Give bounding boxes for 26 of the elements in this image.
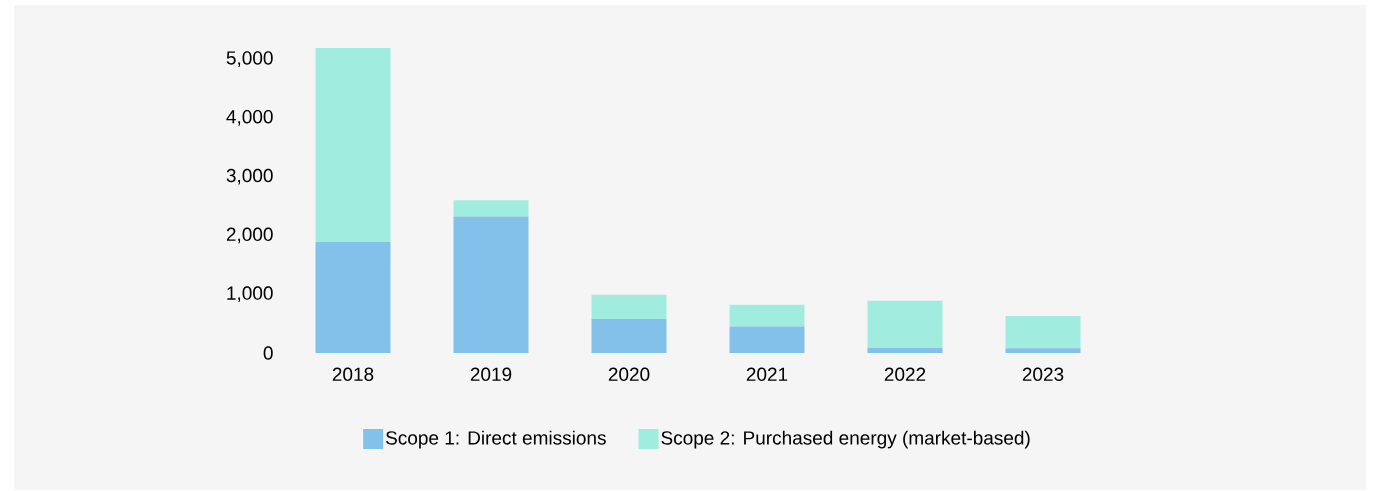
bar <box>867 347 943 353</box>
bar <box>315 47 391 242</box>
y-tick-label: 1,000 <box>227 286 273 303</box>
y-tick-label: 4,000 <box>226 109 273 126</box>
bar <box>453 200 529 217</box>
bar <box>1005 348 1081 353</box>
bar <box>591 318 667 353</box>
bar <box>729 304 805 327</box>
bar <box>315 241 391 353</box>
y-tick-label: 5,000 <box>226 51 273 67</box>
x-tick-label: 2019 <box>470 367 512 381</box>
legend-label: Scope 2: Purchased energy (market-based) <box>661 430 1030 449</box>
legend-label: Scope 1: Direct emissions <box>386 430 606 449</box>
y-tick-label: 0 <box>263 346 273 360</box>
x-tick-label: 2018 <box>332 367 374 381</box>
bar <box>1005 315 1081 349</box>
bar <box>453 216 529 353</box>
x-tick-label: 2023 <box>1022 367 1064 381</box>
x-tick-label: 2021 <box>746 367 788 381</box>
bar <box>867 300 943 348</box>
y-tick-label: 2,000 <box>226 227 273 244</box>
bar <box>591 294 667 319</box>
y-tick-label: 3,000 <box>226 168 273 185</box>
x-tick-label: 2020 <box>608 367 650 381</box>
bar <box>729 326 805 353</box>
x-tick-label: 2022 <box>884 367 926 381</box>
